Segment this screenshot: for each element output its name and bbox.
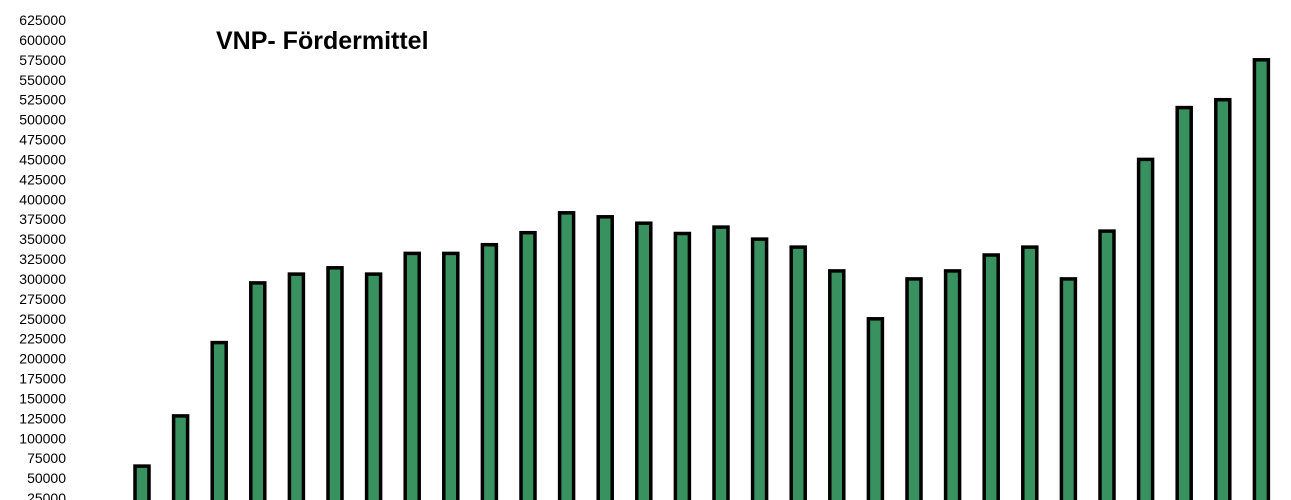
bar	[480, 242, 499, 500]
y-tick-label: 125000	[19, 410, 66, 426]
y-tick-label: 600000	[19, 32, 66, 48]
y-tick-label: 100000	[19, 430, 66, 446]
bar	[1098, 229, 1116, 500]
y-tick-label: 375000	[19, 211, 66, 227]
bar	[249, 281, 267, 500]
bar	[828, 269, 846, 500]
bar	[326, 266, 344, 500]
y-tick-label: 175000	[19, 371, 66, 387]
y-tick-label: 300000	[19, 271, 66, 287]
y-tick-label: 475000	[19, 132, 66, 148]
bar	[287, 272, 306, 500]
y-tick-label: 250000	[19, 311, 66, 327]
y-tick-label: 400000	[19, 191, 66, 207]
y-tick-label: 275000	[19, 291, 66, 307]
bar	[866, 317, 885, 500]
bar	[519, 230, 537, 500]
chart-title: VNP- Fördermittel	[216, 27, 429, 55]
y-tick-label: 500000	[19, 112, 66, 128]
bar	[171, 414, 190, 500]
bar	[905, 277, 923, 500]
y-tick-label: 325000	[19, 251, 66, 267]
y-tick-label: 425000	[19, 171, 66, 187]
bar	[364, 272, 383, 500]
y-tick-label: 75000	[27, 450, 66, 466]
bar	[982, 253, 1000, 500]
bar	[750, 237, 769, 500]
bar	[403, 251, 421, 500]
bar	[1136, 157, 1155, 500]
bar	[133, 464, 151, 500]
bar	[1021, 245, 1039, 500]
bar	[557, 211, 576, 500]
bar	[789, 245, 807, 500]
y-tick-label: 575000	[19, 52, 66, 68]
bar	[712, 225, 730, 500]
bar	[943, 269, 962, 500]
y-tick-label: 525000	[19, 92, 66, 108]
bar	[1214, 97, 1232, 500]
bar	[635, 221, 653, 500]
y-tick-label: 625000	[19, 12, 66, 28]
y-tick-label: 450000	[19, 151, 66, 167]
y-tick-label: 550000	[19, 72, 66, 88]
bar	[442, 251, 460, 500]
bar	[210, 340, 228, 500]
bar	[673, 231, 692, 500]
y-tick-label: 25000	[27, 490, 66, 500]
bar	[1059, 277, 1078, 500]
bars	[133, 58, 1271, 500]
bar	[1252, 58, 1271, 500]
y-tick-label: 50000	[27, 470, 66, 486]
y-tick-label: 225000	[19, 331, 66, 347]
bar	[1175, 105, 1193, 500]
bar	[596, 215, 614, 500]
y-tick-label: 150000	[19, 390, 66, 406]
y-axis-tick-labels: 25000 50000 75000 100000 125000 150000 175000 2…	[19, 12, 66, 500]
y-tick-label: 350000	[19, 231, 66, 247]
y-tick-label: 200000	[19, 351, 66, 367]
